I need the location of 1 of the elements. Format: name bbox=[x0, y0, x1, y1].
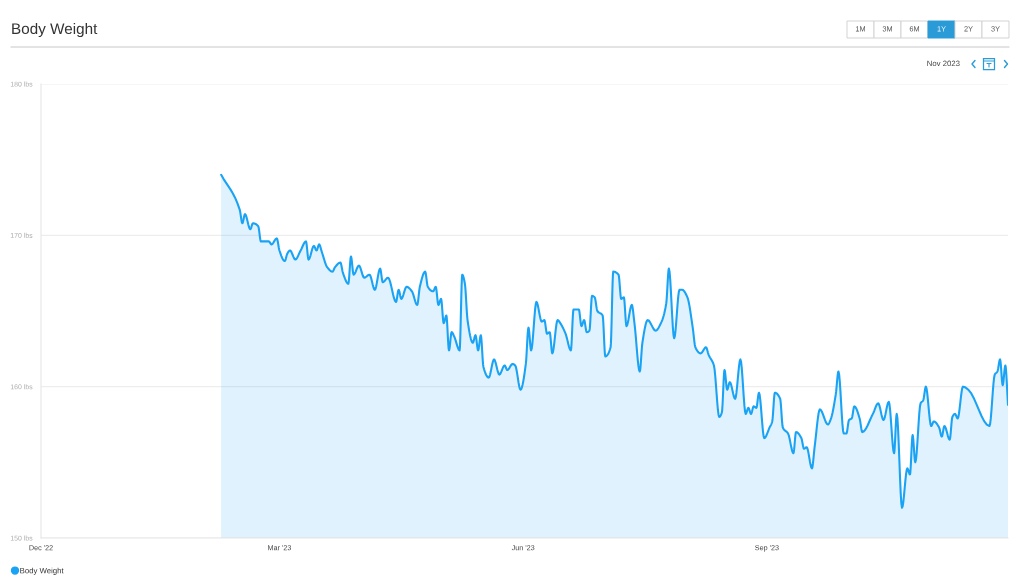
chart-title: Body Weight bbox=[12, 22, 98, 38]
